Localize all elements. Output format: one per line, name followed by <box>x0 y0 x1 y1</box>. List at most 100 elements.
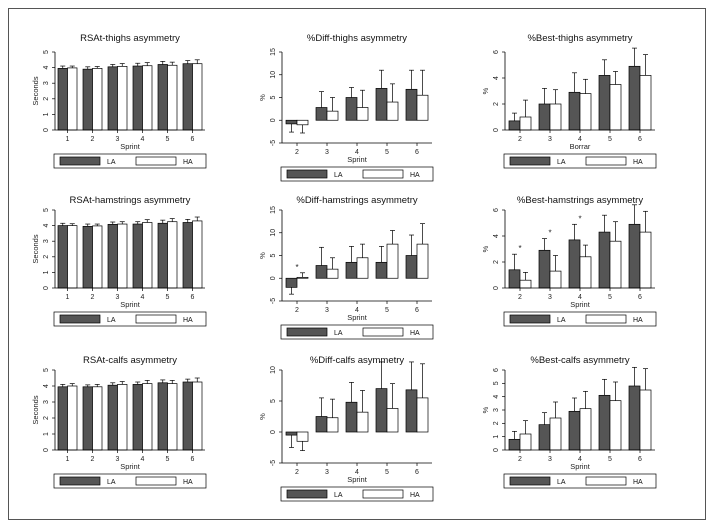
legend-label-LA: LA <box>557 317 566 324</box>
bar-LA <box>375 88 388 121</box>
bar-HA <box>386 243 399 279</box>
bar-HA <box>416 397 429 433</box>
x-axis-label: Borrar <box>570 142 591 151</box>
bar-HA <box>549 270 562 289</box>
legend-label-HA: HA <box>410 330 420 337</box>
legend-swatch-LA <box>59 476 101 486</box>
y-tick-label: 10 <box>270 71 277 79</box>
legend-label-HA: HA <box>410 172 420 179</box>
x-tick-label: 5 <box>385 149 389 156</box>
bar-HA <box>519 116 532 131</box>
legend-swatch-HA <box>362 327 404 337</box>
bar-HA <box>356 257 369 279</box>
y-tick-label: 10 <box>270 229 277 237</box>
bar-LA <box>628 65 641 131</box>
x-tick-label: 5 <box>166 456 170 463</box>
bar-HA <box>519 279 532 289</box>
bar-HA <box>117 223 128 289</box>
bar-LA <box>345 97 358 121</box>
x-tick-label: 2 <box>295 149 299 156</box>
panel-title: %Best-calfs asymmetry <box>530 355 629 366</box>
bar-HA <box>416 94 429 121</box>
y-tick-label: 3 <box>43 239 50 243</box>
bar-HA <box>326 110 339 121</box>
y-tick-label: 0 <box>270 276 277 280</box>
panel-title: %Diff-calfs asymmetry <box>310 355 405 366</box>
legend-label-HA: HA <box>633 479 643 486</box>
legend-swatch-HA <box>585 476 627 486</box>
bar-LA <box>628 385 641 451</box>
y-tick-label: 0 <box>270 118 277 122</box>
x-tick-label: 1 <box>66 456 70 463</box>
bar-LA <box>345 261 358 279</box>
y-tick-label: 5 <box>270 95 277 99</box>
x-tick-label: 5 <box>385 469 389 476</box>
bar-LA <box>82 68 93 131</box>
bar-LA <box>285 431 298 436</box>
x-tick-label: 1 <box>66 294 70 301</box>
x-axis-label: Sprint <box>120 142 141 151</box>
bar-LA <box>182 222 193 289</box>
legend-label-LA: LA <box>334 492 343 499</box>
bar-HA <box>67 385 78 451</box>
bar-HA <box>67 67 78 131</box>
x-tick-label: 3 <box>548 136 552 143</box>
y-tick-label: 0 <box>43 128 50 132</box>
y-tick-label: 0 <box>270 430 277 434</box>
x-tick-label: 3 <box>116 456 120 463</box>
x-tick-label: 3 <box>116 294 120 301</box>
x-tick-label: 4 <box>355 307 359 314</box>
bar-LA <box>315 265 328 279</box>
y-tick-label: 6 <box>493 50 500 54</box>
bar-HA <box>356 411 369 433</box>
x-tick-label: 3 <box>116 136 120 143</box>
bar-HA <box>639 75 652 131</box>
bar-HA <box>549 417 562 451</box>
y-tick-label: 5 <box>43 50 50 54</box>
bar-HA <box>67 225 78 289</box>
x-tick-label: 3 <box>325 469 329 476</box>
y-tick-label: 2 <box>493 102 500 106</box>
bar-LA <box>508 438 521 451</box>
bar-HA <box>579 93 592 131</box>
y-tick-label: 3 <box>43 81 50 85</box>
legend-label-LA: LA <box>107 479 116 486</box>
bar-LA <box>405 389 418 433</box>
y-tick-label: 4 <box>43 66 50 70</box>
bar-LA <box>107 384 118 451</box>
bar-LA <box>375 388 388 433</box>
bar-HA <box>296 431 309 442</box>
panel-4: RSAt-hamstrings asymmetry 0 1 2 3 4 5 Seconds 1 2… <box>31 195 207 327</box>
legend-swatch-HA <box>362 489 404 499</box>
legend-label-HA: HA <box>633 317 643 324</box>
legend-label-HA: HA <box>183 479 193 486</box>
bar-HA <box>386 101 399 121</box>
y-tick-label: 4 <box>493 76 500 80</box>
x-tick-label: 6 <box>415 149 419 156</box>
legend-label-LA: LA <box>334 330 343 337</box>
bar-HA <box>579 408 592 451</box>
panel-title: %Diff-hamstrings asymmetry <box>296 195 417 206</box>
y-tick-label: 15 <box>270 206 277 214</box>
bar-LA <box>598 231 611 289</box>
bar-LA <box>538 249 551 289</box>
bar-HA <box>167 221 178 289</box>
x-tick-label: 5 <box>166 136 170 143</box>
panel-1: RSAt-thighs asymmetry 0 1 2 3 4 5 Seconds 1 2 3 4 5 6… <box>31 33 207 169</box>
y-axis-label: % <box>481 406 490 413</box>
bar-HA <box>579 256 592 289</box>
x-tick-label: 4 <box>141 456 145 463</box>
bar-LA <box>405 88 418 121</box>
x-tick-label: 3 <box>548 456 552 463</box>
y-tick-label: 1 <box>43 270 50 274</box>
y-tick-label: 2 <box>43 255 50 259</box>
bar-LA <box>57 68 68 131</box>
y-tick-label: 3 <box>43 400 50 404</box>
bar-LA <box>157 222 168 289</box>
bar-HA <box>142 222 153 289</box>
legend-swatch-HA <box>585 314 627 324</box>
x-tick-label: 2 <box>518 136 522 143</box>
figure-frame <box>8 8 706 520</box>
bar-LA <box>568 410 581 451</box>
x-tick-label: 4 <box>578 456 582 463</box>
